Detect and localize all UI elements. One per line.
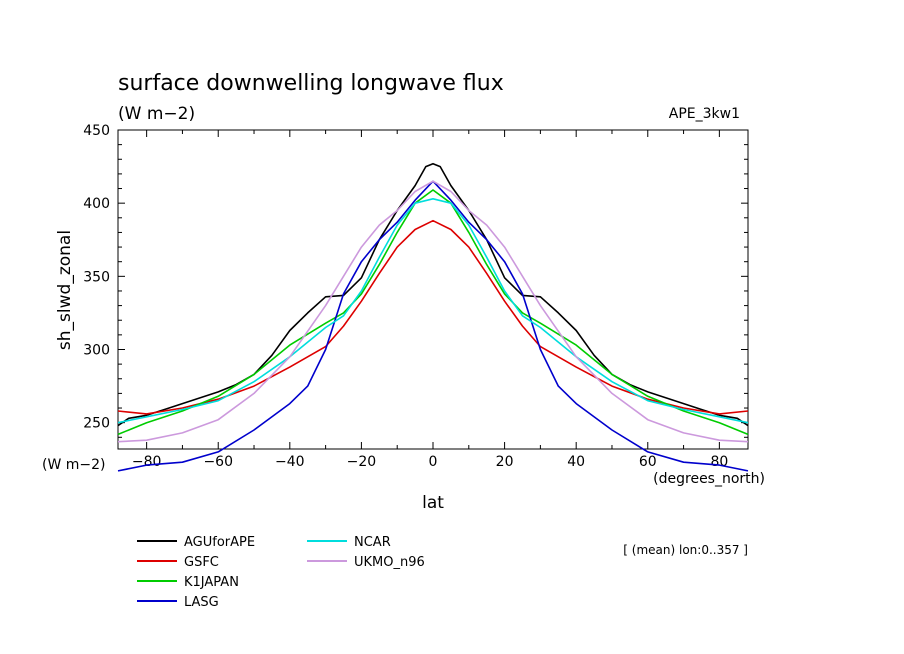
chart-subtitle: (W m−2) (118, 104, 195, 124)
x-tick-label: 20 (496, 454, 514, 470)
series-line-ukmo-n96 (117, 180, 749, 443)
series-line-ncar (117, 198, 749, 424)
legend-label: K1JAPAN (184, 575, 239, 590)
x-tick-label: 80 (710, 454, 728, 470)
y-axis-label: sh_slwd_zonal (55, 230, 75, 350)
experiment-label: APE_3kw1 (669, 106, 740, 122)
x-tick-label: −40 (275, 454, 305, 470)
mean-annotation: [ (mean) lon:0..357 ] (623, 543, 748, 557)
y-tick-label: 250 (83, 416, 110, 432)
legend: AGUforAPE GSFC K1JAPAN LASG NCAR UKMO_n96 (137, 535, 425, 610)
x-tick-label: −20 (347, 454, 377, 470)
x-axis-ticks: −80 −60 −40 −20 0 20 40 60 80 (132, 130, 728, 470)
series-line-lasg (117, 180, 749, 472)
y-tick-label: 300 (83, 342, 110, 358)
chart-title: surface downwelling longwave flux (118, 71, 504, 96)
series-line-aguforape (117, 162, 749, 427)
series-layer (117, 162, 749, 472)
y-tick-label: 450 (83, 123, 110, 139)
y-units-label: (W m−2) (42, 457, 106, 473)
x-tick-label: 40 (567, 454, 585, 470)
legend-label: AGUforAPE (184, 535, 255, 550)
x-axis-label: lat (422, 493, 444, 513)
legend-label: LASG (184, 595, 219, 610)
x-tick-label: −60 (203, 454, 233, 470)
y-axis-ticks: 250 300 350 400 450 (83, 123, 748, 438)
y-tick-label: 400 (83, 196, 110, 212)
legend-label: NCAR (354, 535, 391, 550)
x-tick-label: 0 (429, 454, 438, 470)
legend-label: UKMO_n96 (354, 555, 425, 570)
legend-label: GSFC (184, 555, 219, 570)
series-line-k1japan (117, 189, 749, 436)
x-units-label: (degrees_north) (653, 471, 765, 487)
series-line-gsfc (117, 219, 749, 415)
y-tick-label: 350 (83, 269, 110, 285)
x-tick-label: 60 (639, 454, 657, 470)
